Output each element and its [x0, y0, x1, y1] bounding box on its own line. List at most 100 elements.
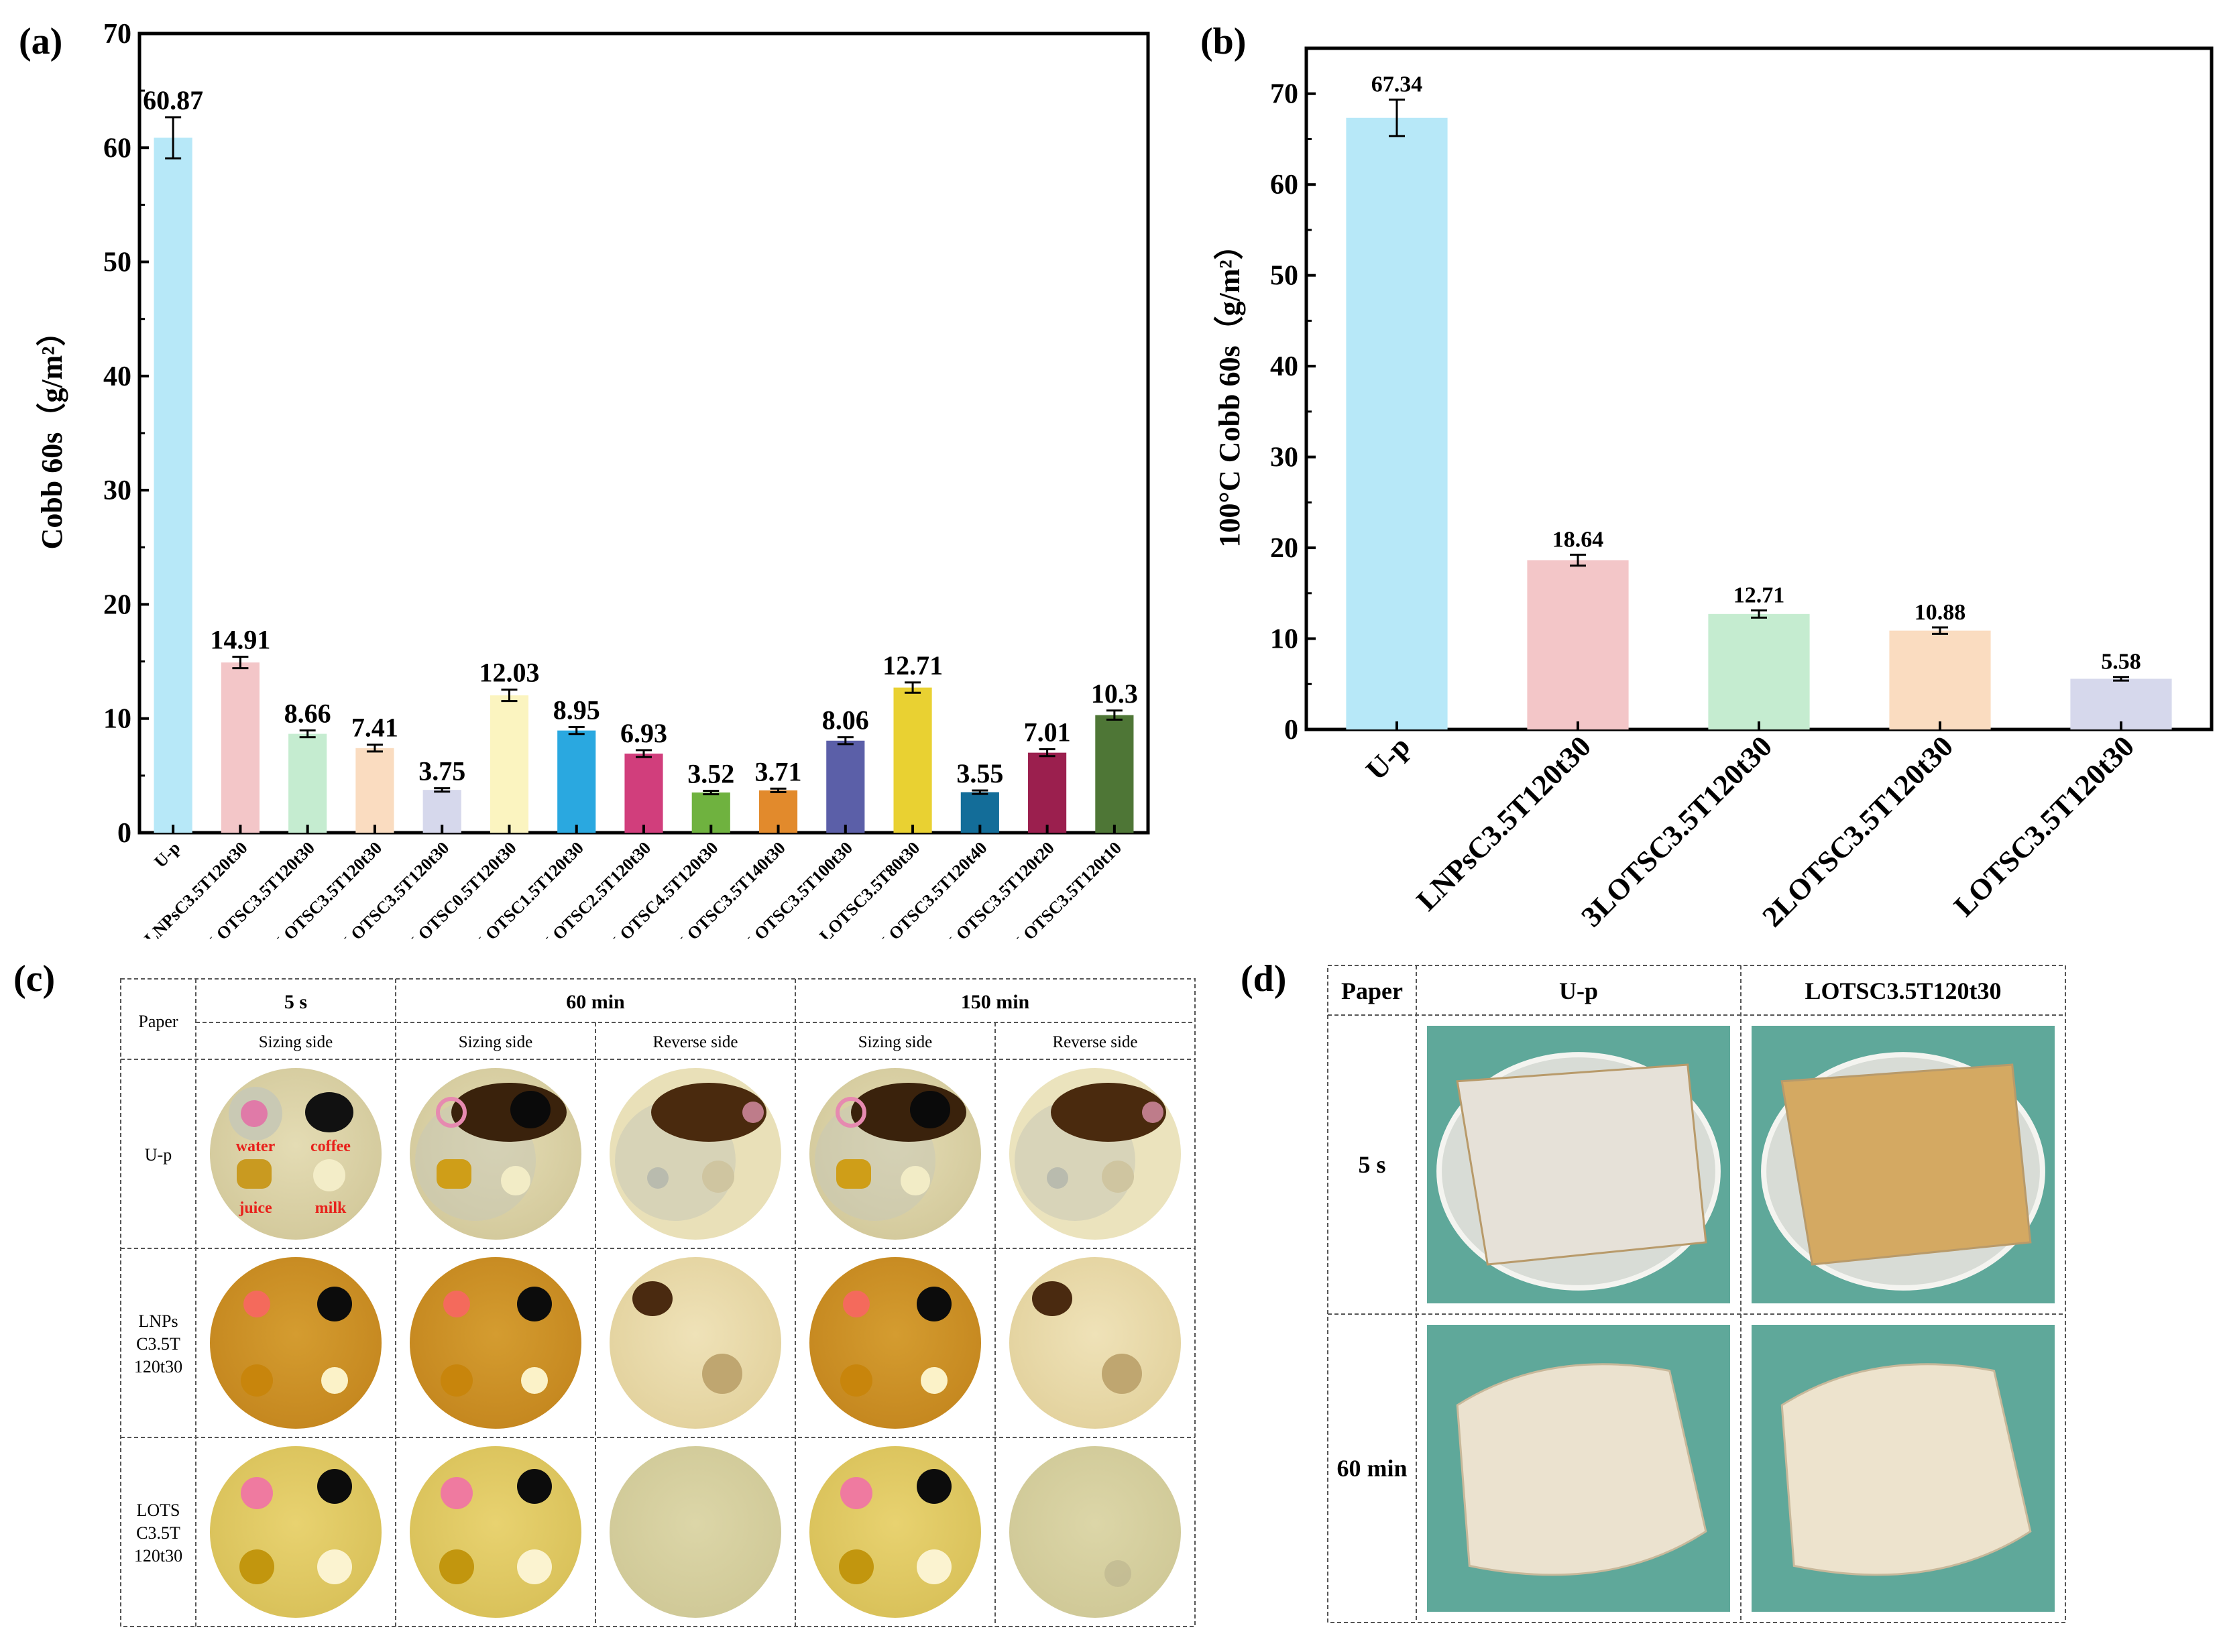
- data-label: 3.71: [755, 756, 802, 786]
- sample-dish: [210, 1257, 382, 1429]
- data-label: 67.34: [1371, 72, 1423, 97]
- row-label: 5 s: [1358, 1151, 1385, 1178]
- bar: [221, 662, 260, 833]
- row-label: 120t30: [134, 1357, 182, 1376]
- dish-paper: [809, 1257, 981, 1429]
- table-corner: Paper: [138, 1012, 178, 1031]
- milk-trace: [1102, 1354, 1142, 1394]
- bar: [2070, 678, 2172, 729]
- milk-drop: [317, 1549, 352, 1584]
- coffee-stain: [632, 1281, 673, 1316]
- chart-a: (a) 0 10 20 30 40 50 60 70 Cobb 60s（g/m²） 60.87 U-p…: [19, 19, 1150, 939]
- juice-drop: [836, 1159, 871, 1189]
- coffee-drop: [910, 1091, 950, 1128]
- row-label: C3.5T: [136, 1523, 180, 1543]
- time-header: 60 min: [566, 991, 625, 1013]
- bar: [893, 687, 932, 833]
- y-tick-label: 20: [1270, 533, 1298, 564]
- panel-d-label: (d): [1241, 958, 1286, 1000]
- y-tick-label: 50: [1270, 261, 1298, 292]
- x-tick-label: 3LOTSC3.5T120t30: [1575, 729, 1778, 933]
- side-header: Sizing side: [259, 1033, 333, 1051]
- milk-drop: [901, 1166, 930, 1195]
- sample-photo: [1752, 1026, 2055, 1303]
- data-label: 60.87: [143, 85, 203, 115]
- sample-photo: [1427, 1026, 1730, 1303]
- paper-sample: [1780, 1063, 2032, 1266]
- y-tick-label: 0: [117, 818, 131, 849]
- time-header: 5 s: [284, 991, 307, 1013]
- x-tick-label: LOTSC3.5T120t30: [1947, 729, 2141, 923]
- row-label: C3.5T: [136, 1334, 180, 1354]
- bar: [1708, 613, 1810, 729]
- paper-sample: [1780, 1363, 2032, 1576]
- data-label: 7.01: [1024, 717, 1071, 748]
- data-label: 8.95: [553, 695, 600, 725]
- milk-drop: [321, 1367, 348, 1394]
- sample-dish: [1009, 1257, 1181, 1429]
- side-header: Reverse side: [1052, 1033, 1137, 1051]
- juice-drop: [439, 1549, 474, 1584]
- column-header: LOTSC3.5T120t30: [1805, 978, 2001, 1004]
- bar: [1346, 117, 1448, 730]
- x-tick-label: 2LOTSC3.5T120t30: [1756, 729, 1959, 933]
- data-label: 7.41: [351, 713, 398, 743]
- milk-drop: [521, 1367, 548, 1394]
- bar: [490, 695, 529, 833]
- bar: [1095, 715, 1134, 833]
- juice-drop: [437, 1159, 471, 1189]
- bar: [1889, 630, 1991, 729]
- water-drop: [241, 1477, 273, 1509]
- coffee-stain: [1051, 1083, 1166, 1142]
- water-drop: [441, 1477, 473, 1509]
- data-label: 6.93: [620, 718, 667, 748]
- drop-label: water: [236, 1138, 276, 1155]
- sample-dish: [809, 1257, 981, 1429]
- milk-drop: [921, 1367, 948, 1394]
- paper-sample: [1456, 1063, 1707, 1266]
- y-axis-title: 100°C Cobb 60s（g/m²）: [1213, 230, 1246, 547]
- y-tick-label: 70: [1270, 79, 1298, 110]
- panel-d-table: (d) Paper U-p LOTSC3.5T120t30 5 s 60 min: [1241, 958, 2066, 1623]
- panel-c-table: (c) Paper 5 s 60 min 150 min Sizing side Sizi…: [13, 958, 1196, 1627]
- coffee-stain: [1032, 1281, 1072, 1316]
- row-label: LOTS: [137, 1500, 180, 1520]
- sample-dish: water coffee juice milk: [210, 1068, 382, 1240]
- dish-paper: [410, 1257, 581, 1429]
- data-label: 12.71: [1733, 583, 1785, 607]
- time-header: 150 min: [961, 991, 1030, 1013]
- dish-paper: [1009, 1257, 1181, 1429]
- data-label: 8.66: [284, 698, 331, 728]
- y-tick-label: 70: [103, 19, 131, 50]
- coffee-drop: [510, 1091, 551, 1128]
- column-header: U-p: [1559, 978, 1598, 1004]
- data-label: 3.75: [418, 756, 465, 786]
- sample-dish: [1009, 1068, 1181, 1240]
- dish-paper: [210, 1257, 382, 1429]
- y-tick-label: 10: [1270, 624, 1298, 655]
- row-label: LNPs: [138, 1311, 178, 1331]
- sample-photo: [1752, 1325, 2055, 1612]
- y-tick-label: 60: [1270, 170, 1298, 200]
- panel-c-label: (c): [13, 958, 55, 1000]
- water-trace: [742, 1102, 764, 1123]
- juice-drop: [839, 1549, 874, 1584]
- milk-trace: [1102, 1161, 1134, 1193]
- y-axis-title: Cobb 60s（g/m²）: [36, 317, 68, 550]
- dish-paper: [210, 1446, 382, 1618]
- milk-trace: [1104, 1560, 1131, 1587]
- water-drop: [443, 1291, 470, 1317]
- bar: [826, 740, 865, 833]
- sample-dish: [610, 1446, 781, 1618]
- juice-drop: [237, 1159, 272, 1189]
- table-grid: [120, 978, 1196, 1627]
- x-tick-label: U-p: [1359, 729, 1416, 786]
- y-tick-label: 10: [103, 704, 131, 735]
- milk-trace: [702, 1354, 742, 1394]
- coffee-drop: [917, 1469, 952, 1504]
- data-label: 3.55: [956, 758, 1003, 788]
- water-drop: [436, 1097, 467, 1128]
- chart-b: (b) 0 10 20 30 40 50 60 70 100°C Cobb 60s（g/m²） 67…: [1200, 21, 2214, 933]
- sample-dish: [809, 1068, 981, 1240]
- water-drop: [843, 1291, 870, 1317]
